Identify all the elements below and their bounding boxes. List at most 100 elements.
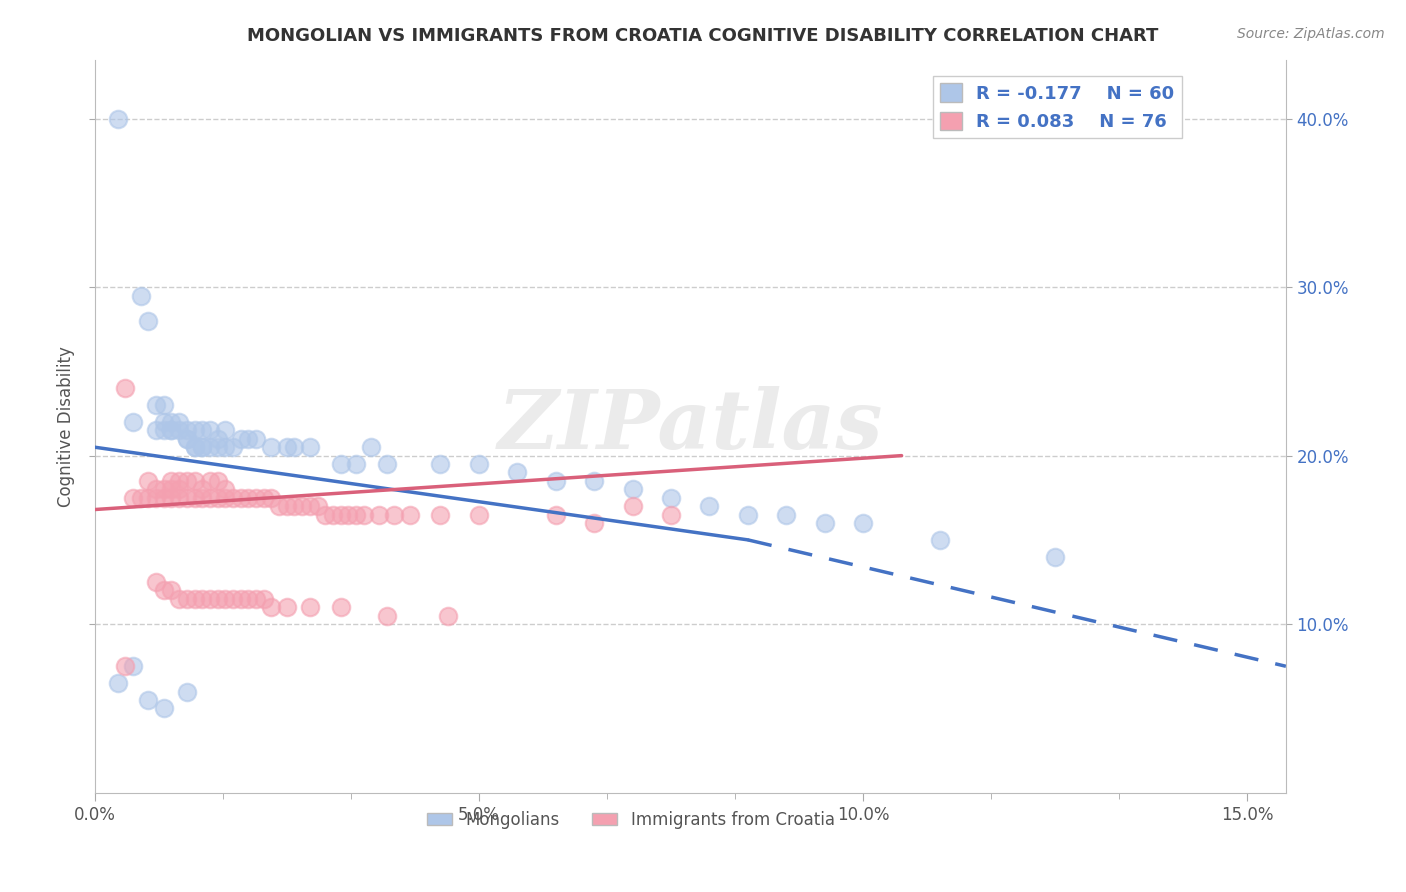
Point <box>176 491 198 505</box>
Point <box>429 457 451 471</box>
Point <box>138 314 160 328</box>
Point <box>160 423 183 437</box>
Point <box>260 440 283 454</box>
Point <box>329 508 352 522</box>
Point <box>183 591 205 606</box>
Point <box>245 432 267 446</box>
Point <box>198 474 221 488</box>
Point <box>122 659 145 673</box>
Text: ZIPatlas: ZIPatlas <box>498 386 883 467</box>
Point <box>506 466 529 480</box>
Point <box>129 288 152 302</box>
Point <box>145 491 167 505</box>
Point <box>814 516 837 530</box>
Point <box>229 491 252 505</box>
Point <box>214 591 236 606</box>
Point <box>160 483 183 497</box>
Point <box>222 491 245 505</box>
Point <box>160 583 183 598</box>
Point <box>375 608 398 623</box>
Point <box>152 415 174 429</box>
Point <box>145 574 167 589</box>
Point <box>152 701 174 715</box>
Point <box>176 591 198 606</box>
Point <box>238 491 260 505</box>
Point <box>191 423 214 437</box>
Point <box>152 491 174 505</box>
Point <box>298 440 321 454</box>
Point <box>222 440 245 454</box>
Point <box>176 474 198 488</box>
Point <box>267 499 290 513</box>
Point <box>191 440 214 454</box>
Point <box>344 457 367 471</box>
Point <box>207 432 229 446</box>
Point <box>398 508 420 522</box>
Point <box>852 516 875 530</box>
Point <box>214 483 236 497</box>
Point <box>699 499 721 513</box>
Point <box>167 491 190 505</box>
Point <box>283 499 305 513</box>
Legend: Mongolians, Immigrants from Croatia: Mongolians, Immigrants from Croatia <box>420 805 842 836</box>
Point <box>167 483 190 497</box>
Point <box>191 591 214 606</box>
Point <box>238 591 260 606</box>
Point <box>353 508 375 522</box>
Point <box>152 483 174 497</box>
Point <box>183 440 205 454</box>
Point <box>276 600 298 615</box>
Point <box>375 457 398 471</box>
Point <box>167 423 190 437</box>
Point <box>176 684 198 698</box>
Y-axis label: Cognitive Disability: Cognitive Disability <box>58 346 75 507</box>
Point <box>138 474 160 488</box>
Point <box>198 423 221 437</box>
Point <box>214 491 236 505</box>
Point <box>245 591 267 606</box>
Point <box>160 491 183 505</box>
Point <box>382 508 405 522</box>
Point <box>337 508 360 522</box>
Point <box>253 591 276 606</box>
Point <box>207 474 229 488</box>
Point <box>145 398 167 412</box>
Point <box>122 415 145 429</box>
Point <box>176 432 198 446</box>
Point <box>176 423 198 437</box>
Point <box>191 483 214 497</box>
Point <box>160 415 183 429</box>
Point <box>229 591 252 606</box>
Point <box>145 483 167 497</box>
Point <box>314 508 336 522</box>
Point <box>183 423 205 437</box>
Point <box>929 533 952 547</box>
Point <box>160 474 183 488</box>
Point <box>298 499 321 513</box>
Point <box>107 676 129 690</box>
Point <box>167 591 190 606</box>
Point <box>167 474 190 488</box>
Point <box>238 432 260 446</box>
Point <box>160 423 183 437</box>
Point <box>737 508 759 522</box>
Point <box>167 415 190 429</box>
Point <box>183 491 205 505</box>
Point <box>659 491 682 505</box>
Point <box>114 381 136 395</box>
Point <box>229 432 252 446</box>
Point <box>138 693 160 707</box>
Point <box>260 491 283 505</box>
Point <box>298 600 321 615</box>
Point <box>152 423 174 437</box>
Point <box>191 440 214 454</box>
Point <box>429 508 451 522</box>
Point <box>207 591 229 606</box>
Point <box>291 499 314 513</box>
Point <box>122 491 145 505</box>
Point <box>198 440 221 454</box>
Point <box>214 423 236 437</box>
Point <box>583 474 606 488</box>
Point <box>107 112 129 126</box>
Point <box>191 491 214 505</box>
